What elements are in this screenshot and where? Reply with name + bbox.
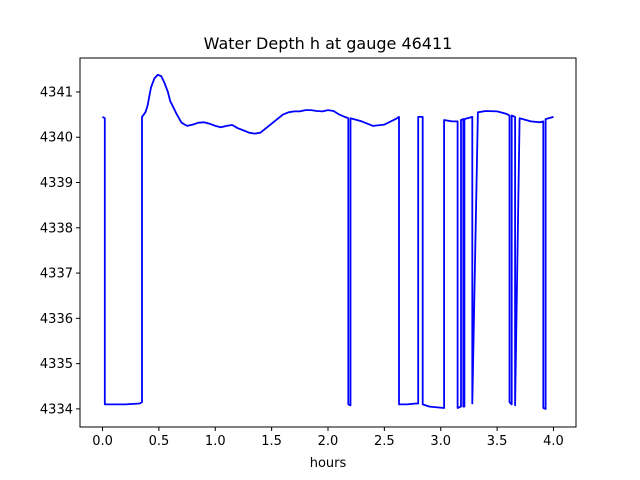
y-tick-label: 4337 xyxy=(40,267,73,282)
x-axis: 0.0 0.5 1.0 1.5 2.0 2.5 3.0 3.5 4.0 xyxy=(92,427,564,449)
chart-title: Water Depth h at gauge 46411 xyxy=(204,34,453,53)
x-tick-label: 3.0 xyxy=(430,434,451,449)
y-tick-label: 4341 xyxy=(40,85,73,100)
x-tick-label: 3.5 xyxy=(487,434,508,449)
y-tick-label: 4339 xyxy=(40,176,73,191)
x-tick-label: 1.0 xyxy=(205,434,226,449)
x-tick-label: 4.0 xyxy=(543,434,564,449)
x-tick-label: 1.5 xyxy=(261,434,282,449)
y-tick-label: 4340 xyxy=(40,131,73,146)
series-line-water-depth xyxy=(102,73,554,410)
x-tick-label: 0.0 xyxy=(92,434,113,449)
y-tick-label: 4334 xyxy=(40,402,73,417)
x-tick-label: 2.0 xyxy=(318,434,339,449)
x-tick-label: 2.5 xyxy=(374,434,395,449)
x-tick-label: 0.5 xyxy=(149,434,170,449)
y-tick-label: 4338 xyxy=(40,221,73,236)
x-axis-label: hours xyxy=(310,456,347,471)
y-tick-label: 4335 xyxy=(40,357,73,372)
y-tick-label: 4336 xyxy=(40,312,73,327)
y-axis: 4334 4335 4336 4337 4338 4339 4340 4341 xyxy=(40,85,80,417)
